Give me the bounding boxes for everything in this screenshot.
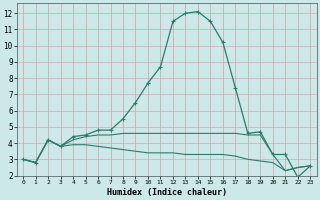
X-axis label: Humidex (Indice chaleur): Humidex (Indice chaleur) [107,188,227,197]
